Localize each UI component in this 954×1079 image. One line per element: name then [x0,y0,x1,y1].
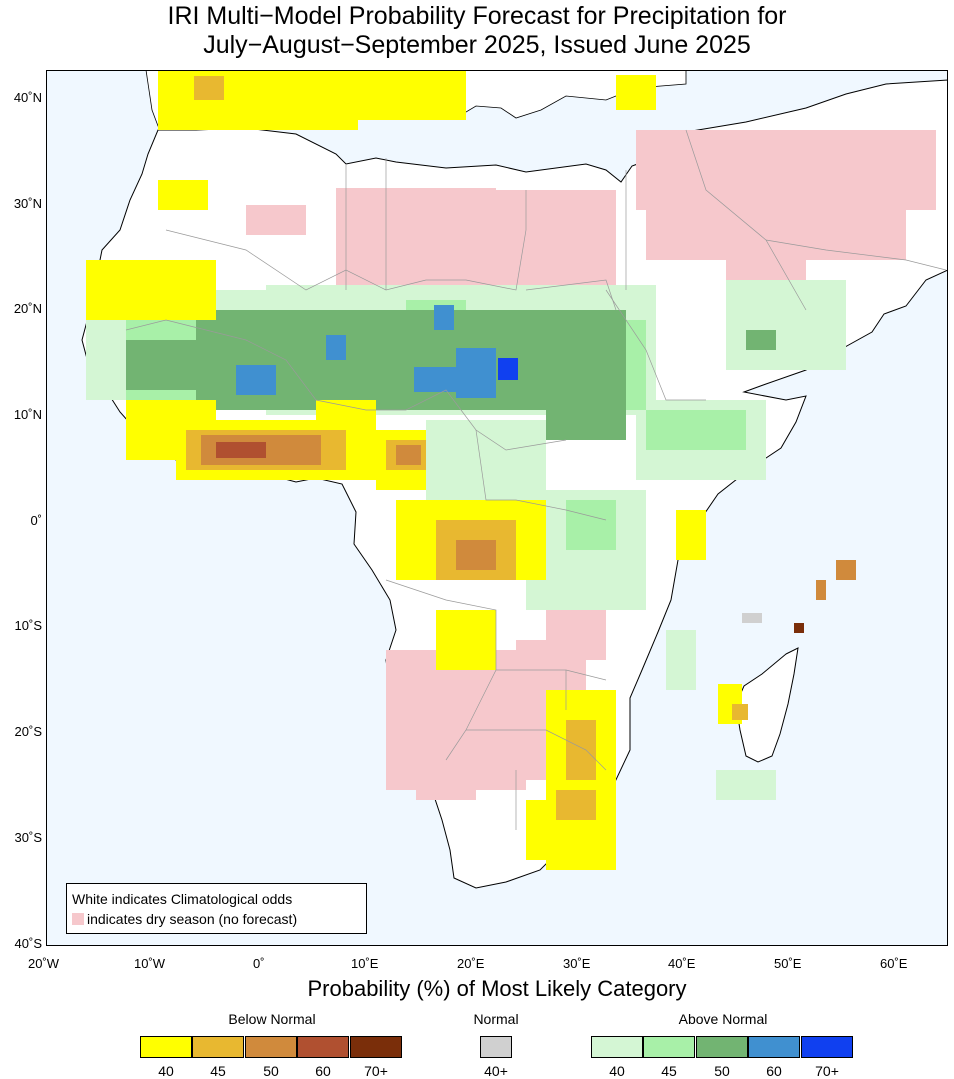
lon-label-20w: 20˚W [28,956,60,971]
above-normal-swatch-45 [643,1036,695,1058]
forecast-map: White indicates Climatological odds indi… [46,70,948,946]
map-title-line2: July−August−September 2025, Issued June … [203,31,751,59]
lat-label-30s: 30˚S [14,830,42,845]
map-border [46,70,948,946]
above-normal-tick-70plus: 70+ [815,1063,839,1079]
below-normal-swatch-70plus [350,1036,402,1058]
normal-40-plus [742,613,762,623]
above-normal-swatch-50 [696,1036,748,1058]
above-normal-label: Above Normal [678,1011,768,1027]
below-normal-swatch-60 [297,1036,349,1058]
lat-label-20s: 20˚S [14,724,42,739]
lon-label-20e: 20˚E [457,956,485,971]
legend-dry-season-text: indicates dry season (no forecast) [87,911,298,927]
above-normal-70-plus [498,358,518,380]
map-canvas [46,70,948,946]
below-normal-tick-45: 45 [210,1063,226,1079]
below-normal-swatch-45 [192,1036,244,1058]
below-normal-tick-70plus: 70+ [364,1063,388,1079]
below-normal-tick-40: 40 [158,1063,174,1079]
colorbar-title: Probability (%) of Most Likely Category [307,976,687,1001]
lat-label-10s: 10˚S [14,618,42,633]
lon-label-10e: 10˚E [351,956,379,971]
below-normal-tick-50: 50 [263,1063,279,1079]
lon-label-50e: 50˚E [774,956,802,971]
lon-label-10w: 10˚W [134,956,166,971]
above-normal-tick-60: 60 [766,1063,782,1079]
lat-label-20n: 20˚N [13,301,42,316]
below-normal-60 [216,442,266,458]
lat-label-10n: 10˚N [13,407,42,422]
lat-label-40s: 40˚S [14,936,42,951]
above-normal-60 [236,305,496,398]
below-normal-70-plus [794,623,804,633]
dry-season-swatch [72,913,84,925]
lon-label-30e: 30˚E [563,956,591,971]
map-title-line1: IRI Multi−Model Probability Forecast for… [167,2,787,30]
legend-dry-season-row: indicates dry season (no forecast) [72,911,297,927]
lat-label-30n: 30˚N [13,196,42,211]
below-normal-swatch-40 [140,1036,192,1058]
legend-climatological-text: White indicates Climatological odds [72,891,293,907]
above-normal-tick-45: 45 [661,1063,677,1079]
above-normal-tick-50: 50 [714,1063,730,1079]
normal-label: Normal [473,1011,519,1027]
normal-swatch-40plus [480,1036,512,1058]
lat-label-0: 0˚ [30,513,42,528]
above-normal-tick-40: 40 [609,1063,625,1079]
above-normal-swatch-70plus [801,1036,853,1058]
above-normal-swatch-60 [748,1036,800,1058]
lon-label-60e: 60˚E [880,956,908,971]
normal-tick-40plus: 40+ [484,1063,508,1079]
lon-label-40e: 40˚E [668,956,696,971]
map-legend-box: White indicates Climatological odds indi… [66,883,367,934]
madagascar-land [735,647,799,763]
below-normal-tick-60: 60 [315,1063,331,1079]
lat-label-40n: 40˚N [13,90,42,105]
country-borders [125,129,947,830]
lon-label-0: 0˚ [253,956,265,971]
below-normal-label: Below Normal [228,1011,316,1027]
above-normal-swatch-40 [591,1036,643,1058]
below-normal-swatch-50 [245,1036,297,1058]
